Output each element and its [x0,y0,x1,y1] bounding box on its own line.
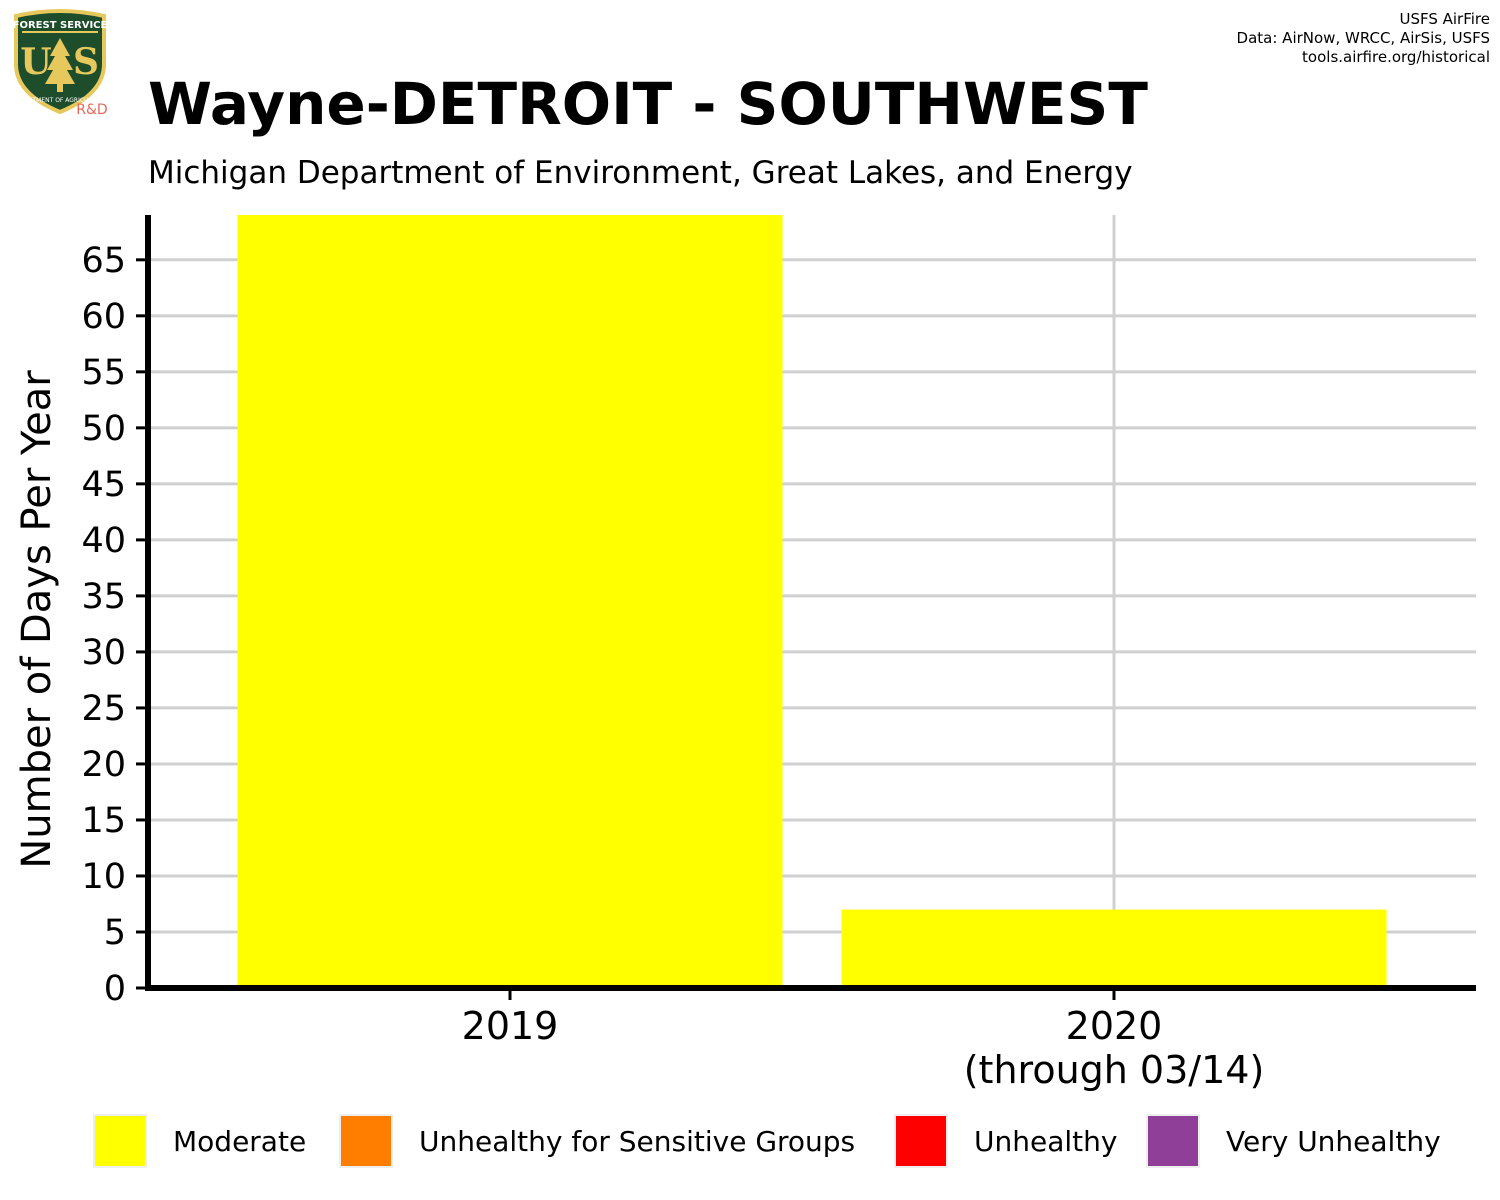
y-axis-title: Number of Days Per Year [14,370,60,869]
legend-item-usg: Unhealthy for Sensitive Groups [339,1112,855,1170]
credit-line: Data: AirNow, WRCC, AirSis, USFS [1236,29,1490,47]
credits: USFS AirFire Data: AirNow, WRCC, AirSis,… [1237,10,1490,67]
legend-item-very-unhealthy: Very Unhealthy [1146,1112,1441,1170]
svg-text:U: U [20,41,51,83]
y-tick-label: 5 [104,913,126,953]
svg-text:S: S [73,41,99,83]
chart-subtitle: Michigan Department of Environment, Grea… [148,155,1133,191]
chart-title: Wayne-DETROIT - SOUTHWEST [148,70,1148,138]
y-tick-label: 30 [81,633,126,673]
legend-swatch [339,1114,393,1168]
y-tick-label: 35 [81,577,126,617]
svg-text:DEPARTMENT OF AGRICULTURE: DEPARTMENT OF AGRICULTURE [13,97,107,104]
svg-text:FOREST SERVICE: FOREST SERVICE [13,20,108,31]
y-tick-label: 55 [81,353,126,393]
legend: Moderate Unhealthy for Sensitive Groups … [93,1112,1493,1170]
y-tick-label: 60 [81,297,126,337]
legend-label: Unhealthy [974,1124,1118,1158]
legend-swatch [1146,1114,1200,1168]
legend-label: Unhealthy for Sensitive Groups [419,1124,856,1158]
legend-swatch [93,1114,147,1168]
bar [841,909,1387,988]
y-tick-label: 10 [81,857,126,897]
x-tick-label: (through 03/14) [964,1048,1265,1092]
y-tick-label: 25 [81,689,126,729]
svg-text:R&D: R&D [76,102,107,118]
y-tick-label: 20 [81,745,126,785]
y-tick-label: 45 [81,465,126,505]
x-tick-label: 2019 [462,1004,559,1048]
y-tick-label: 0 [104,969,126,1009]
credit-line: USFS AirFire [1399,10,1490,28]
legend-label: Very Unhealthy [1226,1124,1441,1158]
y-tick-label: 15 [81,801,126,841]
legend-item-moderate: Moderate [93,1112,306,1170]
y-tick-label: 65 [81,241,126,281]
legend-item-unhealthy: Unhealthy [894,1112,1117,1170]
forest-service-logo: FOREST SERVICE U S DEPARTMENT OF AGRICUL… [8,8,112,120]
legend-swatch [894,1114,948,1168]
y-tick-label: 50 [81,409,126,449]
x-tick-label: 2020 [1066,1004,1163,1048]
legend-label: Moderate [173,1124,307,1158]
y-tick-label: 40 [81,521,126,561]
bar-chart: 0 5 10 15 20 25 30 35 40 45 50 55 60 65 2019 2020(throu… [14,215,1476,1092]
bar [237,215,783,988]
credit-line: tools.airfire.org/historical [1302,48,1490,66]
